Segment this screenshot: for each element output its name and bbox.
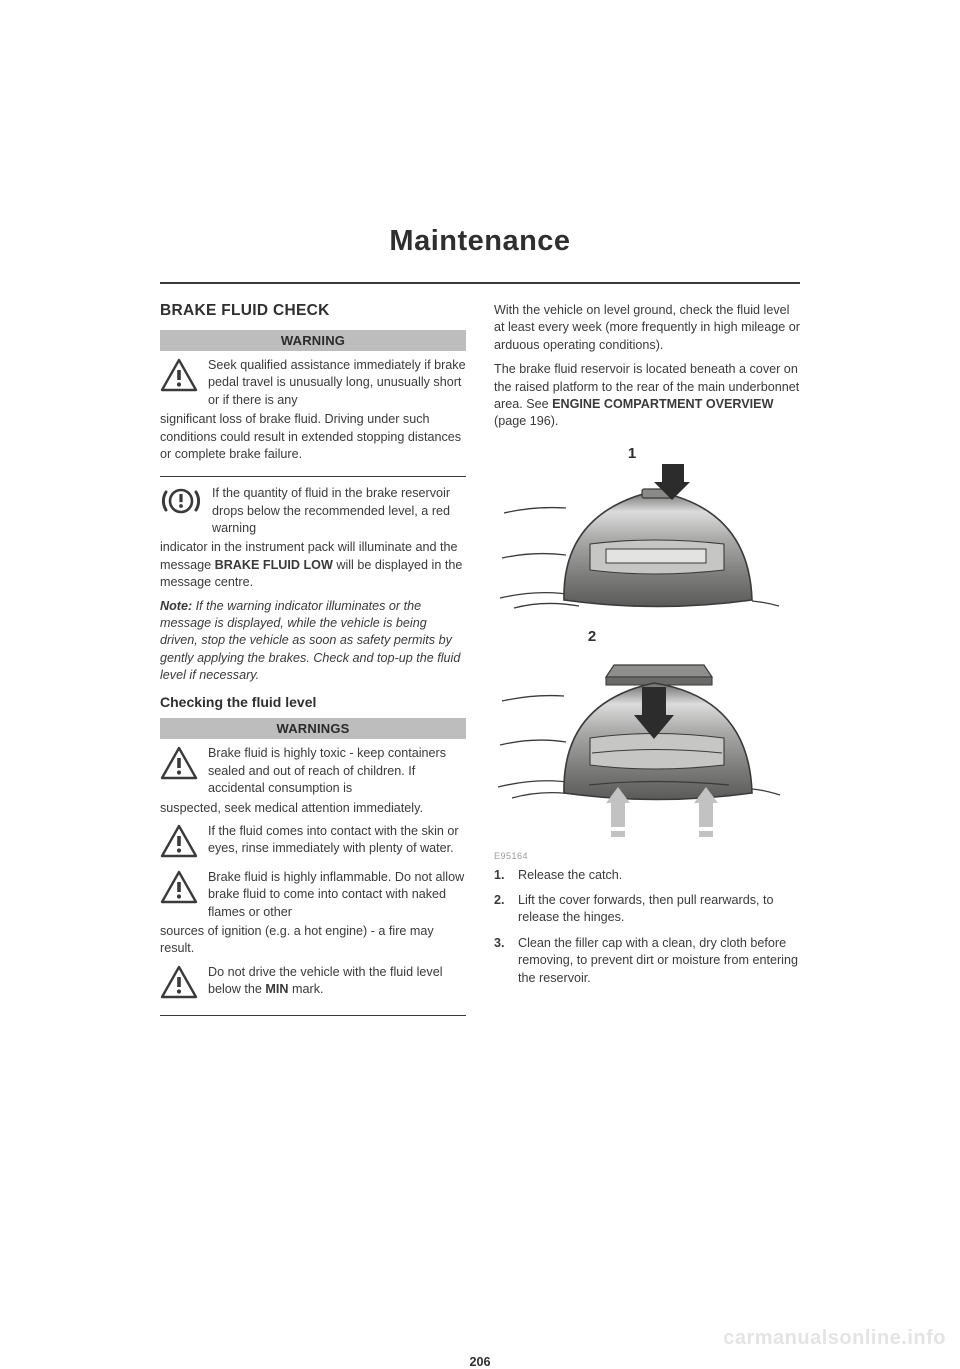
figure-code: E95164 bbox=[494, 851, 528, 861]
indicator-text-continuation: indicator in the instrument pack will il… bbox=[160, 539, 466, 591]
left-column: BRAKE FLUID CHECK WARNING Seek qualified… bbox=[160, 302, 466, 1024]
warning-text: If the fluid comes into contact with the… bbox=[208, 823, 466, 858]
watermark: carmanualsonline.info bbox=[723, 1327, 946, 1350]
body-paragraph: With the vehicle on level ground, check … bbox=[494, 302, 800, 354]
warnings-bar: WARNINGS bbox=[160, 718, 466, 739]
body-paragraph: The brake fluid reservoir is located ben… bbox=[494, 361, 800, 431]
warning-triangle-icon bbox=[160, 358, 198, 397]
warning-text-continuation: significant loss of brake fluid. Driving… bbox=[160, 411, 466, 463]
warning-triangle-icon bbox=[160, 824, 198, 863]
warning-item: Brake fluid is highly inflammable. Do no… bbox=[160, 869, 466, 921]
page-number: 206 bbox=[160, 1355, 800, 1369]
two-column-layout: BRAKE FLUID CHECK WARNING Seek qualified… bbox=[160, 302, 800, 1024]
warning-block-1: WARNING Seek qualified assistance immedi… bbox=[160, 330, 466, 477]
warning-item: Seek qualified assistance immediately if… bbox=[160, 357, 466, 409]
note-label: Note: bbox=[160, 599, 192, 613]
warning-text: Brake fluid is highly inflammable. Do no… bbox=[208, 869, 466, 921]
warning-triangle-icon bbox=[160, 746, 198, 785]
list-item: Release the catch. bbox=[494, 867, 800, 884]
warning-text: Do not drive the vehicle with the fluid … bbox=[208, 964, 466, 999]
warning-text-continuation: sources of ignition (e.g. a hot engine) … bbox=[160, 923, 466, 958]
hood-diagram-1 bbox=[494, 458, 789, 618]
page-title: Maintenance bbox=[160, 225, 800, 264]
list-item: Lift the cover forwards, then pull rearw… bbox=[494, 892, 800, 927]
warning-text-continuation: suspected, seek medical attention immedi… bbox=[160, 800, 466, 817]
list-item: Clean the filler cap with a clean, dry c… bbox=[494, 935, 800, 987]
warning-item: If the fluid comes into contact with the… bbox=[160, 823, 466, 863]
step-list: Release the catch. Lift the cover forwar… bbox=[494, 867, 800, 987]
warning-item: Brake fluid is highly toxic - keep conta… bbox=[160, 745, 466, 797]
warning-text: Seek qualified assistance immediately if… bbox=[208, 357, 466, 409]
warning-triangle-icon bbox=[160, 870, 198, 909]
indicator-item: If the quantity of fluid in the brake re… bbox=[160, 485, 466, 537]
subsection-heading: Checking the fluid level bbox=[160, 694, 466, 710]
title-rule bbox=[160, 282, 800, 284]
warning-triangle-icon bbox=[160, 965, 198, 1004]
right-column: With the vehicle on level ground, check … bbox=[494, 302, 800, 1024]
warning-text: Brake fluid is highly toxic - keep conta… bbox=[208, 745, 466, 797]
page-content: Maintenance BRAKE FLUID CHECK WARNING Se bbox=[160, 225, 800, 1024]
warning-bar: WARNING bbox=[160, 330, 466, 351]
section-heading: BRAKE FLUID CHECK bbox=[160, 302, 466, 320]
warning-block-2: WARNINGS Brake fluid is highly toxic - k… bbox=[160, 718, 466, 1015]
brake-indicator-icon bbox=[160, 486, 202, 521]
hood-diagram-2 bbox=[494, 643, 789, 843]
indicator-text: If the quantity of fluid in the brake re… bbox=[212, 485, 466, 537]
cover-removal-figure: 1 bbox=[494, 445, 800, 861]
warning-item: Do not drive the vehicle with the fluid … bbox=[160, 964, 466, 1004]
